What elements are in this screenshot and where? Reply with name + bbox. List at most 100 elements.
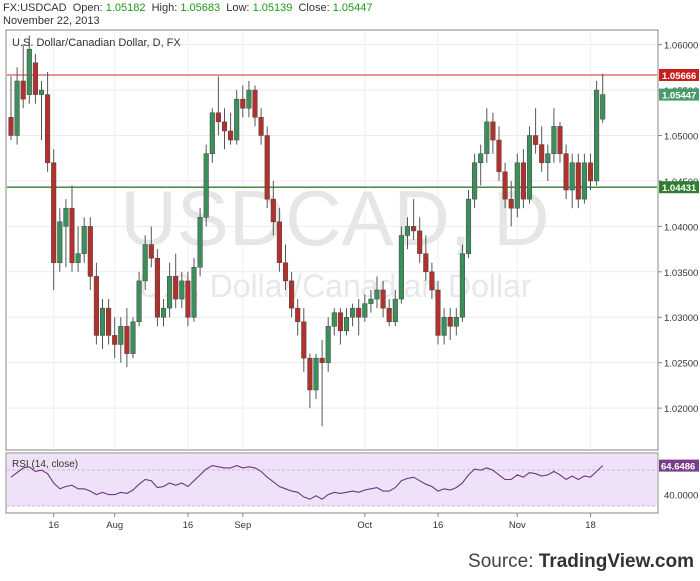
low-label: Low:: [226, 2, 250, 14]
horizontal-lines: [7, 74, 657, 188]
candle-78: [484, 108, 490, 163]
resistance-price-tag-box: [659, 68, 699, 81]
candle-body: [545, 153, 551, 164]
candle-77: [478, 144, 484, 186]
y-tick-label-4: 1.04000: [664, 222, 698, 233]
candle-40: [252, 85, 258, 127]
candle-body: [118, 326, 124, 345]
time-axis: 16 Aug 16 Sep Oct 16 Nov 18: [48, 513, 596, 531]
candle-39: [246, 80, 252, 118]
low-value: 1.05139: [252, 2, 293, 14]
candle-body: [14, 80, 20, 136]
candle-body: [575, 162, 581, 200]
watermark-name: U.S. Dollar/Canadian Dollar: [138, 268, 531, 304]
x-tick-label-4: Oct: [357, 520, 372, 531]
candle-body: [386, 307, 392, 323]
candle-97: [600, 73, 606, 123]
candle-44: [276, 208, 282, 272]
candle-body: [594, 89, 600, 182]
close-value: 1.05447: [332, 2, 373, 14]
candle-96: [594, 80, 600, 186]
candle-body: [301, 321, 307, 359]
candle-body: [258, 117, 264, 136]
candle-52: [325, 317, 331, 372]
candle-16: [106, 299, 112, 345]
candle-6: [45, 71, 51, 172]
source-name: TradingView.com: [538, 551, 694, 572]
candle-body: [459, 253, 465, 318]
candle-92: [569, 153, 575, 209]
candle-20: [130, 317, 136, 359]
candle-body: [404, 226, 411, 236]
high-value: 1.05683: [180, 2, 221, 14]
candle-body: [435, 289, 441, 336]
last-price-box: [659, 88, 699, 101]
candle-60: [374, 276, 380, 309]
source-credit: Source: TradingView.com: [468, 551, 694, 573]
candle-body: [587, 162, 594, 182]
candle-body: [539, 144, 545, 164]
candle-86: [533, 108, 539, 154]
last-price-text: 1.05447: [662, 91, 696, 102]
candle-body: [441, 316, 447, 336]
candle-body: [8, 117, 14, 136]
candle-45: [282, 244, 289, 290]
x-tick-label-5: 16: [433, 520, 444, 531]
candle-body: [26, 48, 32, 95]
candle-83: [514, 153, 520, 218]
candle-15: [99, 299, 106, 350]
candles: [8, 35, 606, 427]
rsi-band: [7, 454, 657, 506]
close-label: Close:: [298, 2, 330, 14]
candle-29: [185, 271, 191, 327]
candle-68: [423, 235, 429, 281]
candle-53: [331, 308, 337, 336]
candle-59: [368, 289, 374, 313]
candle-body: [343, 316, 350, 332]
candle-28: [179, 271, 185, 309]
candle-body: [429, 271, 435, 291]
candle-72: [447, 308, 453, 340]
candle-0: [8, 76, 14, 141]
candle-body: [600, 94, 606, 120]
candle-23: [148, 226, 154, 268]
candle-1: [14, 67, 20, 145]
candle-41: [258, 108, 264, 145]
candle-body: [63, 207, 69, 227]
candle-body: [191, 267, 197, 318]
candle-body: [81, 226, 87, 254]
candle-81: [502, 162, 508, 209]
open-label: Open:: [72, 2, 103, 14]
candle-body: [325, 326, 331, 363]
candle-body: [453, 316, 459, 327]
candle-body: [20, 80, 26, 100]
x-tick-label-7: 18: [585, 520, 596, 531]
candle-body: [209, 112, 215, 154]
candle-body: [264, 135, 270, 200]
candle-body: [551, 126, 557, 154]
candle-87: [539, 126, 545, 172]
candle-body: [289, 280, 295, 309]
candle-34: [215, 76, 221, 136]
candle-33: [209, 108, 215, 163]
candle-body: [51, 162, 57, 263]
candle-24: [154, 249, 160, 327]
candle-body: [185, 280, 191, 318]
candle-19: [124, 308, 130, 368]
candle-body: [307, 357, 313, 391]
candle-31: [197, 208, 203, 277]
candle-71: [441, 308, 447, 345]
candle-37: [234, 90, 240, 145]
rsi-axis: 40.0000 64.6486: [659, 459, 699, 502]
candle-body: [148, 244, 154, 259]
candle-body: [423, 253, 429, 273]
x-tick-label-1: Aug: [106, 520, 123, 531]
candle-body: [240, 98, 246, 109]
rsi-line: [10, 465, 604, 500]
candle-67: [417, 217, 423, 263]
high-label: High:: [151, 2, 178, 14]
candle-36: [228, 112, 234, 145]
candle-55: [343, 308, 350, 336]
y-tick-label-6: 1.03000: [664, 313, 698, 324]
